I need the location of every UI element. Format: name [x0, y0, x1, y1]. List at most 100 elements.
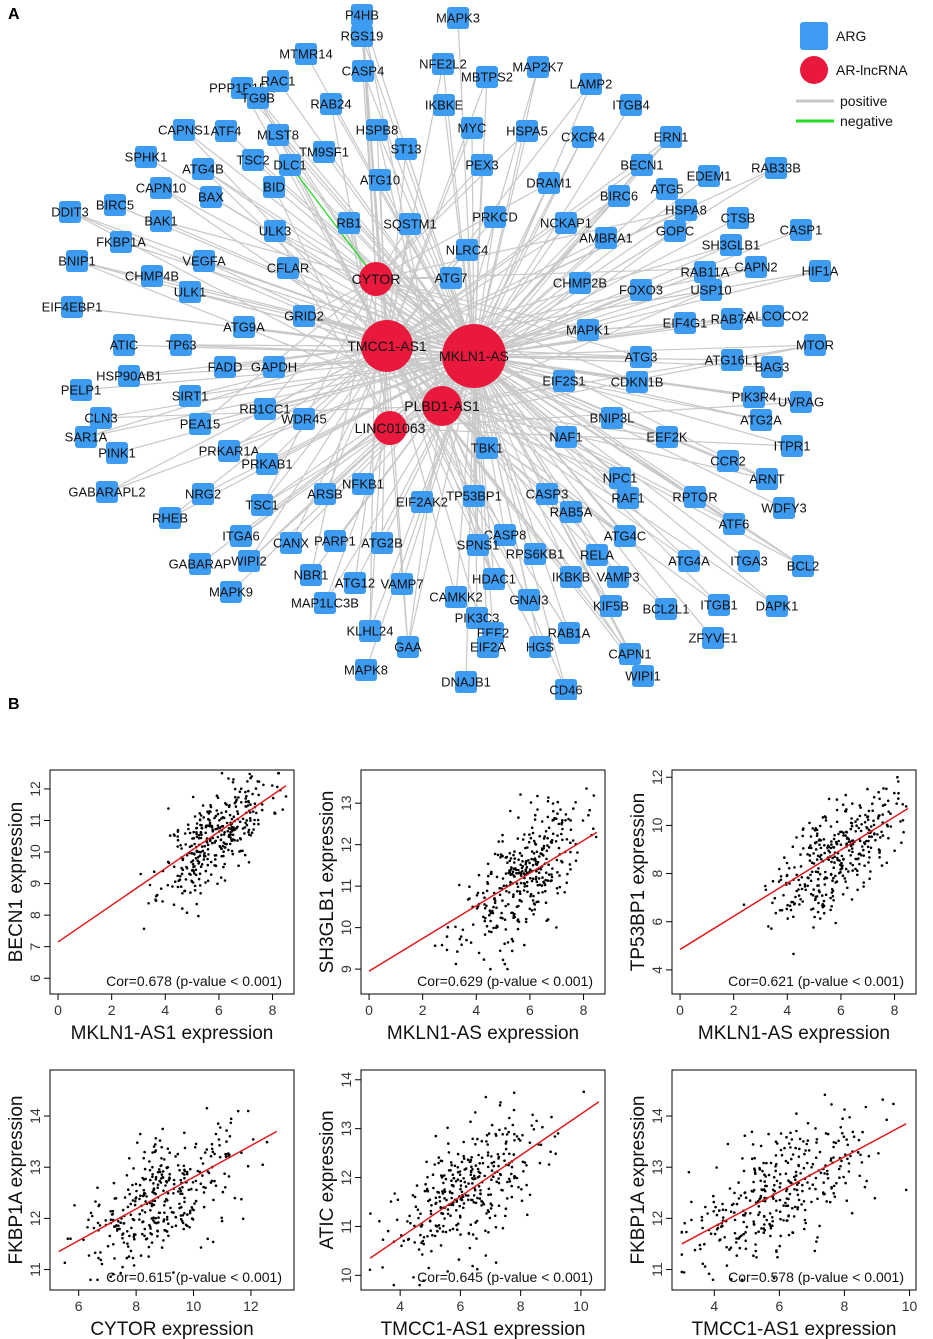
arg-node-arnt[interactable]: ARNT — [749, 468, 785, 490]
arg-node-rela[interactable]: RELA — [580, 544, 614, 566]
arg-node-map1lc3b[interactable]: MAP1LC3B — [291, 592, 359, 614]
lncrna-node-plbd1-as1[interactable]: PLBD1-AS1 — [404, 386, 480, 426]
arg-node-sh3glb1[interactable]: SH3GLB1 — [702, 234, 761, 256]
arg-node-hsp90ab1[interactable]: HSP90AB1 — [96, 365, 162, 387]
arg-node-capn10[interactable]: CAPN10 — [136, 177, 187, 199]
arg-node-parp1[interactable]: PARP1 — [314, 530, 356, 552]
arg-node-hgs[interactable]: HGS — [526, 636, 555, 658]
arg-node-calcoco2[interactable]: CALCOCO2 — [737, 305, 809, 327]
arg-node-rheb[interactable]: RHEB — [152, 507, 188, 529]
arg-node-ulk3[interactable]: ULK3 — [259, 220, 292, 242]
arg-node-cflar[interactable]: CFLAR — [267, 257, 310, 279]
arg-node-ccr2[interactable]: CCR2 — [710, 450, 746, 472]
arg-node-tp63[interactable]: TP63 — [165, 334, 197, 356]
arg-node-cd46[interactable]: CD46 — [549, 679, 583, 700]
arg-node-pik3r4[interactable]: PIK3R4 — [732, 386, 777, 408]
arg-node-dnajb1[interactable]: DNAJB1 — [441, 671, 491, 693]
arg-node-casp1[interactable]: CASP1 — [780, 219, 823, 241]
arg-node-capn1[interactable]: CAPN1 — [608, 643, 652, 665]
lncrna-node-linc01063[interactable]: LINC01063 — [355, 411, 426, 445]
arg-node-myc[interactable]: MYC — [458, 117, 487, 139]
arg-node-gopc[interactable]: GOPC — [656, 220, 694, 242]
arg-node-dram1[interactable]: DRAM1 — [526, 172, 572, 194]
arg-node-itpr1[interactable]: ITPR1 — [774, 435, 811, 457]
arg-node-atg5[interactable]: ATG5 — [651, 178, 684, 200]
arg-node-rac1[interactable]: RAC1 — [261, 70, 296, 92]
arg-node-atg9a[interactable]: ATG9A — [223, 316, 265, 338]
arg-node-eif4ebp1[interactable]: EIF4EBP1 — [42, 296, 103, 318]
arg-node-fkbp1a[interactable]: FKBP1A — [96, 231, 146, 253]
arg-node-capn2[interactable]: CAPN2 — [734, 256, 778, 278]
arg-node-bnip1[interactable]: BNIP1 — [58, 250, 96, 272]
arg-node-bnip3l[interactable]: BNIP3L — [590, 407, 635, 429]
arg-node-mtor[interactable]: MTOR — [796, 334, 834, 356]
arg-node-rab11a[interactable]: RAB11A — [681, 261, 730, 283]
arg-node-pea15[interactable]: PEA15 — [180, 413, 220, 435]
arg-node-spns1[interactable]: SPNS1 — [457, 534, 500, 556]
arg-node-ctsb[interactable]: CTSB — [721, 207, 756, 229]
arg-node-nfkb1[interactable]: NFKB1 — [342, 473, 384, 495]
arg-node-fadd[interactable]: FADD — [208, 356, 243, 378]
arg-node-gnai3[interactable]: GNAI3 — [509, 589, 549, 611]
arg-node-mapk9[interactable]: MAPK9 — [209, 581, 253, 603]
arg-node-gaa[interactable]: GAA — [394, 636, 422, 658]
arg-node-pink1[interactable]: PINK1 — [98, 442, 136, 464]
arg-node-ddit3[interactable]: DDIT3 — [51, 201, 89, 223]
arg-node-camkk2[interactable]: CAMKK2 — [429, 586, 483, 608]
arg-node-prkab1[interactable]: PRKAB1 — [241, 453, 293, 475]
arg-node-birc6[interactable]: BIRC6 — [600, 185, 638, 207]
arg-node-mapk3[interactable]: MAPK3 — [436, 7, 480, 29]
arg-node-gabarapl2[interactable]: GABARAPL2 — [68, 481, 146, 503]
arg-node-atic[interactable]: ATIC — [110, 334, 139, 356]
arg-node-sirt1[interactable]: SIRT1 — [172, 385, 209, 407]
arg-node-atg10[interactable]: ATG10 — [360, 169, 400, 191]
arg-node-birc5[interactable]: BIRC5 — [96, 194, 134, 216]
arg-node-becn1[interactable]: BECN1 — [620, 154, 664, 176]
arg-node-rptor[interactable]: RPTOR — [672, 486, 718, 508]
arg-node-rb1[interactable]: RB1 — [336, 212, 362, 234]
arg-node-nckap1[interactable]: NCKAP1 — [540, 212, 592, 234]
arg-node-zfyve1[interactable]: ZFYVE1 — [688, 627, 738, 649]
arg-node-atg16l1[interactable]: ATG16L1 — [705, 349, 760, 371]
arg-node-dapk1[interactable]: DAPK1 — [756, 595, 799, 617]
arg-node-tsc1[interactable]: TSC1 — [245, 494, 279, 516]
arg-node-map2k7[interactable]: MAP2K7 — [512, 56, 564, 78]
arg-node-tm9sf1[interactable]: TM9SF1 — [299, 141, 349, 163]
arg-node-ulk1[interactable]: ULK1 — [174, 281, 207, 303]
arg-node-sphk1[interactable]: SPHK1 — [125, 146, 168, 168]
arg-node-eif2a[interactable]: EIF2A — [470, 636, 506, 658]
arg-node-hspa8[interactable]: HSPA8 — [665, 199, 707, 221]
arg-node-raf1[interactable]: RAF1 — [611, 487, 645, 509]
arg-node-atg2b[interactable]: ATG2B — [361, 532, 403, 554]
arg-node-bax[interactable]: BAX — [198, 186, 224, 208]
arg-node-dlc1[interactable]: DLC1 — [273, 154, 307, 176]
arg-node-itga3[interactable]: ITGA3 — [730, 550, 768, 572]
arg-node-edem1[interactable]: EDEM1 — [687, 165, 732, 187]
arg-node-nbr1[interactable]: NBR1 — [294, 564, 329, 586]
arg-node-hdac1[interactable]: HDAC1 — [472, 568, 516, 590]
arg-node-ikbkb[interactable]: IKBKB — [552, 566, 590, 588]
arg-node-nlrc4[interactable]: NLRC4 — [446, 239, 489, 261]
arg-node-p4hb[interactable]: P4HB — [345, 4, 379, 26]
arg-node-eif4g1[interactable]: EIF4G1 — [663, 312, 708, 334]
arg-node-nfe2l2[interactable]: NFE2L2 — [419, 53, 467, 75]
arg-node-hspa5[interactable]: HSPA5 — [506, 120, 548, 142]
arg-node-wdfy3[interactable]: WDFY3 — [761, 497, 807, 519]
arg-node-prkar1a[interactable]: PRKAR1A — [199, 440, 260, 462]
lncrna-node-mkln1-as[interactable]: MKLN1-AS — [439, 324, 509, 388]
arg-node-wipi1[interactable]: WIPI1 — [625, 665, 661, 687]
arg-node-cln3[interactable]: CLN3 — [84, 407, 118, 429]
arg-node-nrg2[interactable]: NRG2 — [185, 483, 221, 505]
arg-node-atg2a[interactable]: ATG2A — [740, 409, 782, 431]
arg-node-ikbke[interactable]: IKBKE — [425, 94, 464, 116]
arg-node-st13[interactable]: ST13 — [390, 138, 422, 160]
arg-node-wipi2[interactable]: WIPI2 — [231, 550, 267, 572]
arg-node-capns1[interactable]: CAPNS1 — [158, 119, 210, 141]
arg-node-cdkn1b[interactable]: CDKN1B — [611, 371, 664, 393]
arg-node-mtmr14[interactable]: MTMR14 — [279, 43, 333, 65]
arg-node-tsc2[interactable]: TSC2 — [236, 149, 270, 171]
arg-node-mbtps2[interactable]: MBTPS2 — [461, 66, 513, 88]
arg-node-itga6[interactable]: ITGA6 — [222, 525, 260, 547]
arg-node-rab7a[interactable]: RAB7A — [711, 308, 754, 330]
arg-node-atf6[interactable]: ATF6 — [719, 513, 750, 535]
